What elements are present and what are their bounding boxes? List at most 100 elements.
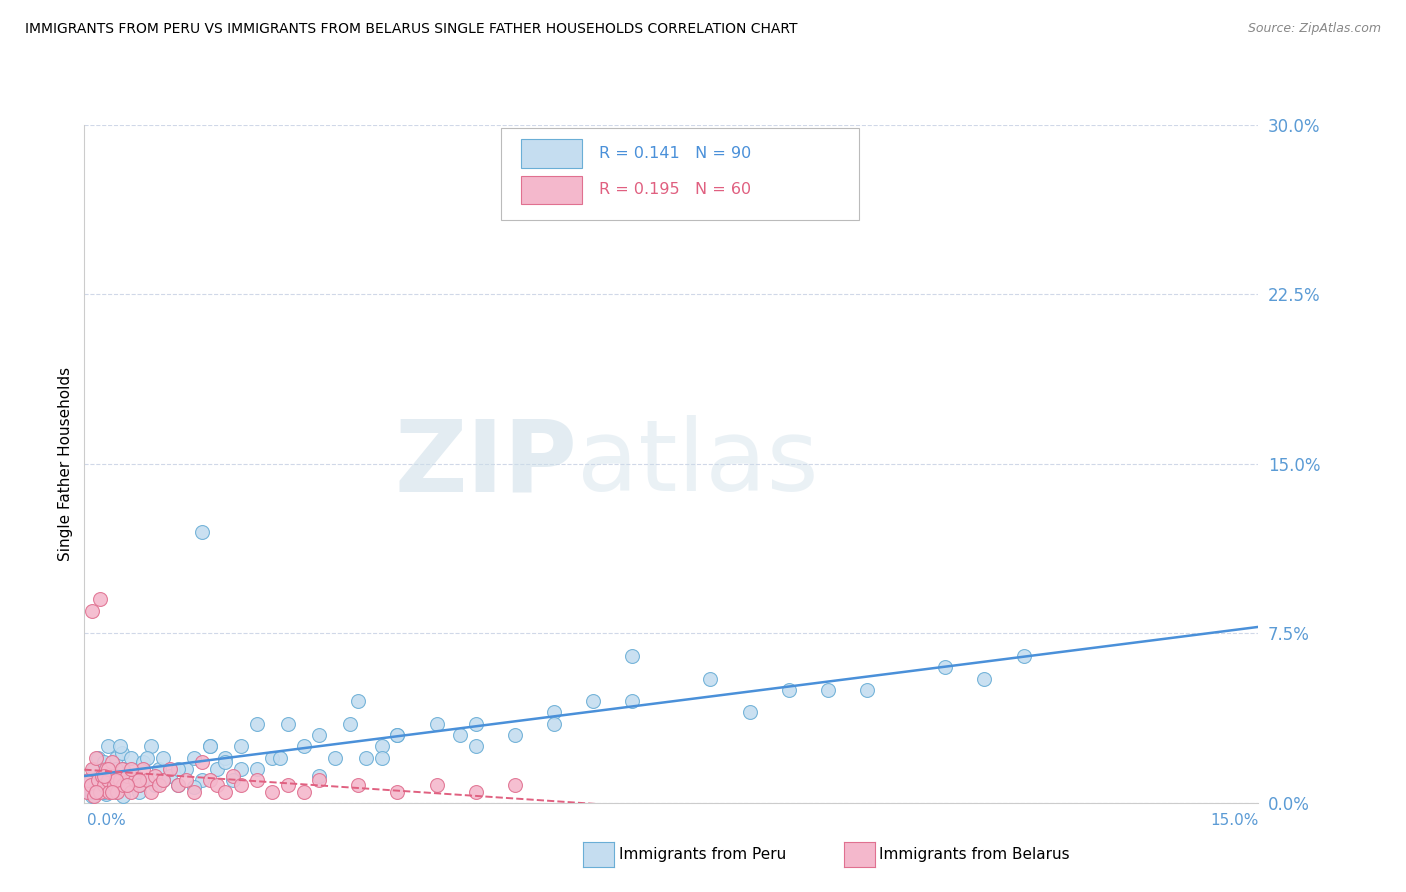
Point (89, 592, 111, 607)
Point (97, 739, 120, 754)
Point (96, 787, 118, 801)
Point (371, 750, 394, 764)
Point (174, 773, 197, 788)
Point (159, 769, 181, 783)
Point (292, 784, 315, 798)
Point (183, 780, 205, 794)
Point (198, 739, 221, 754)
Point (117, 769, 139, 783)
Point (82, 789, 104, 803)
Text: Immigrants from Peru: Immigrants from Peru (619, 847, 786, 862)
Point (83, 789, 105, 803)
Point (82, 604, 104, 618)
Point (112, 789, 135, 803)
Point (426, 778, 449, 792)
Point (124, 769, 146, 783)
Point (159, 762, 181, 776)
Point (198, 773, 221, 788)
Point (128, 778, 150, 792)
Point (136, 750, 159, 764)
Text: 0.0%: 0.0% (87, 814, 127, 828)
Point (90, 769, 112, 783)
Point (245, 716, 267, 731)
Point (207, 762, 229, 776)
Point (83, 762, 105, 776)
Point (387, 728, 409, 742)
Point (167, 778, 190, 792)
Point (87, 773, 110, 788)
Point (262, 784, 284, 798)
Point (120, 750, 142, 764)
Point (98, 784, 121, 798)
Point (543, 706, 565, 720)
Point (699, 672, 721, 686)
Point (347, 778, 370, 792)
Point (84, 750, 107, 764)
Point (89, 784, 111, 798)
Point (90, 782, 112, 797)
Point (167, 762, 190, 776)
Text: 15.0%: 15.0% (1211, 814, 1258, 828)
Text: R = 0.141   N = 90: R = 0.141 N = 90 (599, 146, 751, 161)
Point (111, 762, 134, 776)
Y-axis label: Single Father Households: Single Father Households (58, 367, 73, 561)
Point (308, 769, 330, 783)
Point (292, 739, 315, 754)
Point (82, 762, 104, 776)
Point (245, 762, 267, 776)
Point (817, 682, 839, 697)
Text: ZIP: ZIP (395, 416, 578, 512)
Point (76, 784, 98, 798)
Point (100, 784, 122, 798)
Point (856, 682, 879, 697)
Point (152, 750, 174, 764)
Point (308, 728, 330, 742)
Point (93, 778, 115, 792)
Point (79, 773, 101, 788)
Point (139, 739, 162, 754)
Text: IMMIGRANTS FROM PERU VS IMMIGRANTS FROM BELARUS SINGLE FATHER HOUSEHOLDS CORRELA: IMMIGRANTS FROM PERU VS IMMIGRANTS FROM … (25, 22, 797, 37)
Point (152, 773, 174, 788)
Point (148, 762, 170, 776)
Point (426, 716, 449, 731)
Point (222, 769, 245, 783)
Text: Source: ZipAtlas.com: Source: ZipAtlas.com (1247, 22, 1381, 36)
Point (214, 784, 236, 798)
Point (105, 784, 128, 798)
Point (104, 769, 127, 783)
Point (97, 778, 120, 792)
Point (89, 769, 111, 783)
Point (621, 694, 644, 708)
Point (222, 773, 245, 788)
Point (277, 716, 299, 731)
Point (214, 750, 236, 764)
Point (152, 773, 174, 788)
Point (104, 773, 127, 788)
Point (339, 716, 361, 731)
Point (79, 778, 101, 792)
FancyBboxPatch shape (501, 128, 859, 219)
Point (136, 773, 159, 788)
Text: R = 0.195   N = 60: R = 0.195 N = 60 (599, 183, 751, 197)
Point (148, 778, 170, 792)
Point (464, 739, 486, 754)
Point (139, 784, 162, 798)
Point (117, 778, 139, 792)
Bar (522, 139, 582, 168)
Point (104, 750, 127, 764)
Point (143, 778, 166, 792)
Point (183, 784, 205, 798)
Point (277, 778, 299, 792)
Point (245, 773, 267, 788)
Point (128, 778, 150, 792)
Point (132, 762, 155, 776)
Point (112, 778, 135, 792)
Point (84, 778, 107, 792)
Point (97, 773, 120, 788)
Point (93, 784, 115, 798)
Point (449, 728, 471, 742)
Point (198, 739, 221, 754)
Point (108, 739, 131, 754)
Point (108, 773, 131, 788)
Point (191, 773, 214, 788)
